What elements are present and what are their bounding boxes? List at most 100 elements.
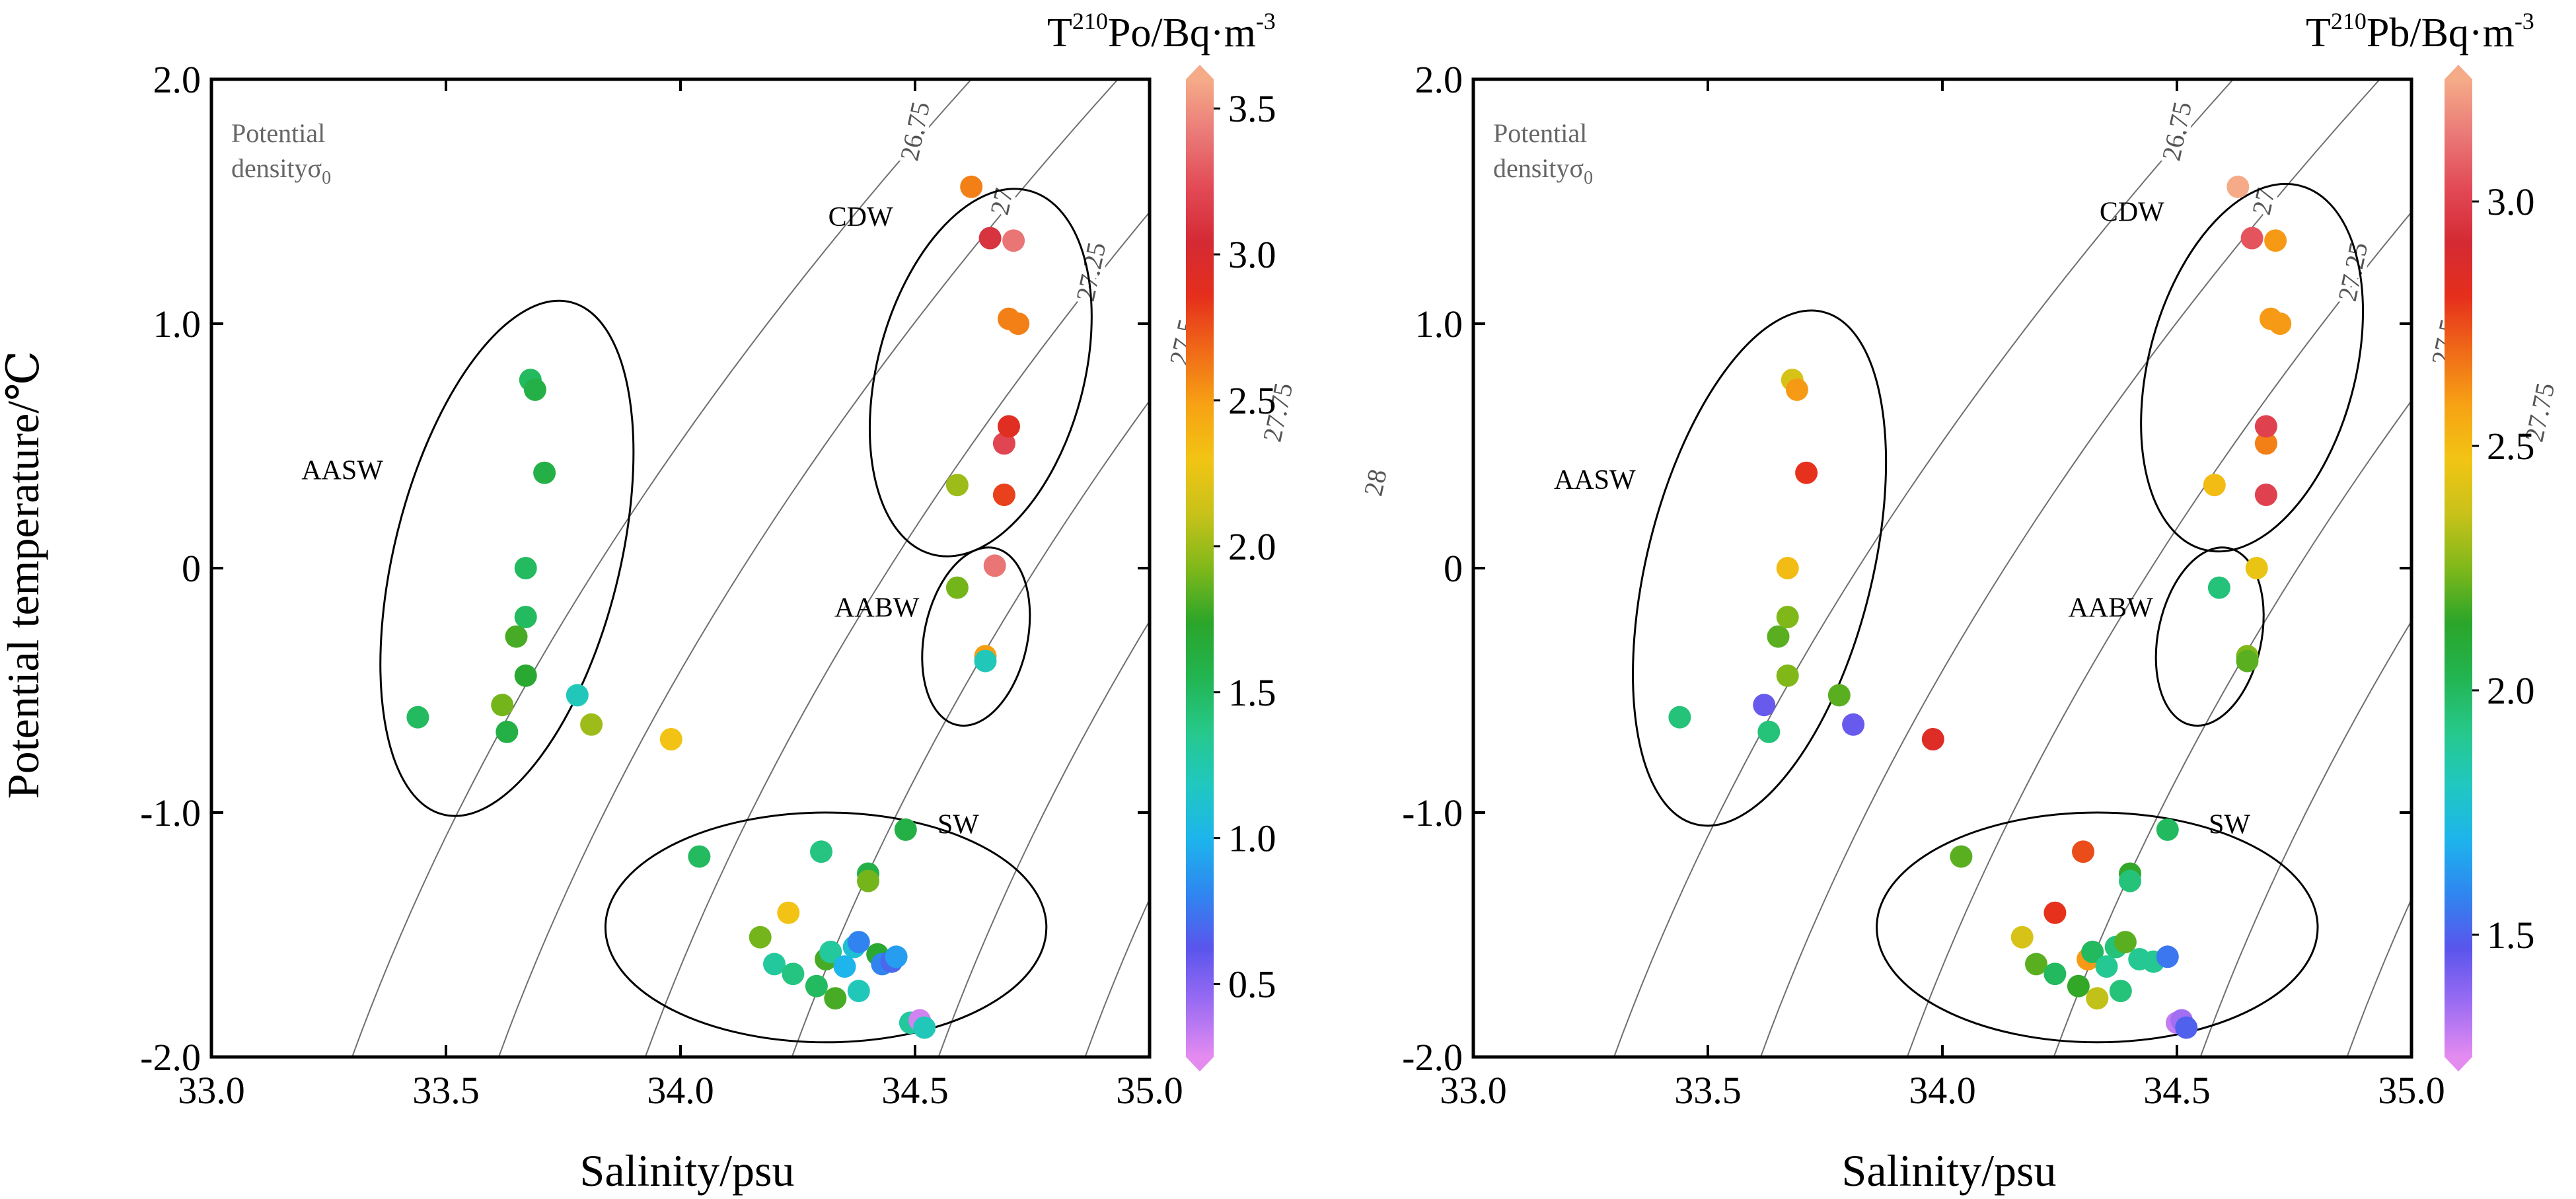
data-point — [992, 484, 1015, 506]
data-point — [2072, 840, 2094, 863]
data-point — [1767, 625, 1790, 648]
data-point — [580, 713, 603, 736]
ellipse-sw — [604, 811, 1048, 1044]
data-point — [2043, 901, 2067, 924]
data-point — [1002, 229, 1025, 252]
data-point — [1842, 713, 1865, 736]
label-aasw: AASW — [1554, 465, 1636, 495]
data-point — [1776, 664, 1799, 687]
isopycnal-27.5 — [791, 399, 1150, 1057]
data-point — [505, 625, 528, 648]
data-point — [847, 931, 870, 954]
data-point — [833, 955, 856, 978]
colorbar-tick-label: 0.5 — [1228, 963, 1276, 1006]
ellipse-aasw — [379, 299, 635, 817]
data-point — [810, 840, 832, 863]
y-tick-label: 2.0 — [1415, 58, 1463, 101]
scatter-points — [406, 175, 1030, 1039]
data-point — [974, 649, 997, 672]
colorbar-bottom-cap — [1186, 1057, 1214, 1072]
colorbar-tick-label: 2.0 — [1228, 525, 1276, 568]
data-point — [1776, 557, 1799, 579]
data-point — [913, 1016, 936, 1039]
data-point — [2236, 649, 2259, 672]
data-point — [514, 664, 537, 687]
data-point — [857, 869, 879, 892]
data-point — [2203, 474, 2226, 497]
data-point — [777, 901, 800, 924]
data-point — [2156, 818, 2179, 841]
x-tick-label: 33.0 — [178, 1069, 245, 1112]
data-point — [992, 432, 1015, 455]
data-point — [1921, 728, 1944, 750]
data-point — [1827, 684, 1851, 707]
density-note-line2: densityσ0 — [1493, 153, 1593, 188]
ellipse-cdw — [2140, 182, 2365, 553]
isopycnal-26.75 — [1613, 79, 2234, 1057]
data-point — [566, 684, 589, 707]
data-point — [763, 953, 786, 976]
x-tick-label: 34.5 — [881, 1069, 949, 1112]
data-point — [2025, 953, 2047, 976]
colorbar-top-cap — [2445, 65, 2472, 79]
data-point — [514, 557, 537, 579]
isopycnal-27.75 — [2199, 620, 2411, 1057]
data-point — [1753, 694, 1776, 717]
x-tick-label: 33.5 — [412, 1069, 480, 1112]
data-point — [1795, 461, 1818, 484]
colorbar-tick-label: 3.5 — [1228, 87, 1276, 130]
x-tick-label: 33.0 — [1440, 1069, 1507, 1112]
colorbar-tick-label: 1.5 — [2487, 914, 2535, 957]
data-point — [491, 694, 514, 717]
isopycnal-27.75 — [938, 620, 1150, 1057]
plot-frame — [1471, 77, 2413, 1059]
isopycnal-27.5 — [2053, 399, 2411, 1057]
data-point — [2043, 963, 2067, 986]
data-point — [2119, 869, 2141, 892]
label-aabw: AABW — [834, 593, 920, 623]
y-tick-label: 1.0 — [1415, 303, 1463, 345]
data-point — [2081, 940, 2104, 963]
data-point — [2109, 980, 2132, 1003]
data-point — [2254, 432, 2277, 455]
y-tick-label: 2.0 — [153, 58, 202, 101]
colorbar-top-cap — [1186, 65, 1214, 79]
x-tick-label: 34.0 — [647, 1069, 714, 1112]
panel-2: 26.752727.2527.527.7528Potentialdensityσ… — [1402, 8, 2564, 1112]
y-tick-label: 0 — [1444, 547, 1463, 590]
data-point — [406, 706, 429, 729]
isopycnal-label: 27.25 — [2332, 240, 2374, 304]
density-note-line1: Potential — [1493, 118, 1587, 148]
data-point — [824, 987, 847, 1010]
colorbar-tick-label: 2.5 — [1228, 379, 1276, 422]
data-point — [885, 945, 908, 968]
colorbar-title: T210Po/Bq·m-3 — [1047, 8, 1276, 55]
isopycnal-lines — [351, 79, 1150, 1057]
data-point — [2264, 229, 2287, 252]
y-tick-label: -1.0 — [1402, 791, 1463, 834]
panel-1: 26.752727.2527.527.7528Potentialdensityσ… — [140, 8, 1397, 1112]
data-point — [847, 980, 870, 1003]
ellipse-sw — [1876, 811, 2319, 1044]
data-point — [1776, 606, 1799, 628]
y-axis-label: Potential temperature/℃ — [0, 351, 48, 799]
label-aasw: AASW — [301, 455, 383, 486]
data-point — [819, 940, 842, 963]
x-tick-label: 34.0 — [1909, 1069, 1976, 1112]
data-point — [1668, 706, 1691, 729]
colorbar-tick-label: 1.5 — [1228, 671, 1276, 714]
x-tick-label: 33.5 — [1674, 1069, 1742, 1112]
label-sw: SW — [938, 809, 979, 840]
data-point — [1785, 378, 1808, 401]
colorbar — [1186, 79, 1214, 1057]
colorbar-title: T210Pb/Bq·m-3 — [2306, 8, 2534, 55]
plot-frame — [209, 77, 1152, 1059]
density-note-line2: densityσ0 — [231, 153, 331, 188]
data-point — [2269, 312, 2292, 335]
data-point — [2156, 945, 2179, 968]
x-tick-label: 35.0 — [1116, 1069, 1183, 1112]
colorbar — [2445, 79, 2472, 1057]
data-point — [1007, 312, 1030, 335]
y-tick-label: -1.0 — [140, 791, 201, 834]
x-axis-label-2: Salinity/psu — [1842, 1145, 2057, 1196]
